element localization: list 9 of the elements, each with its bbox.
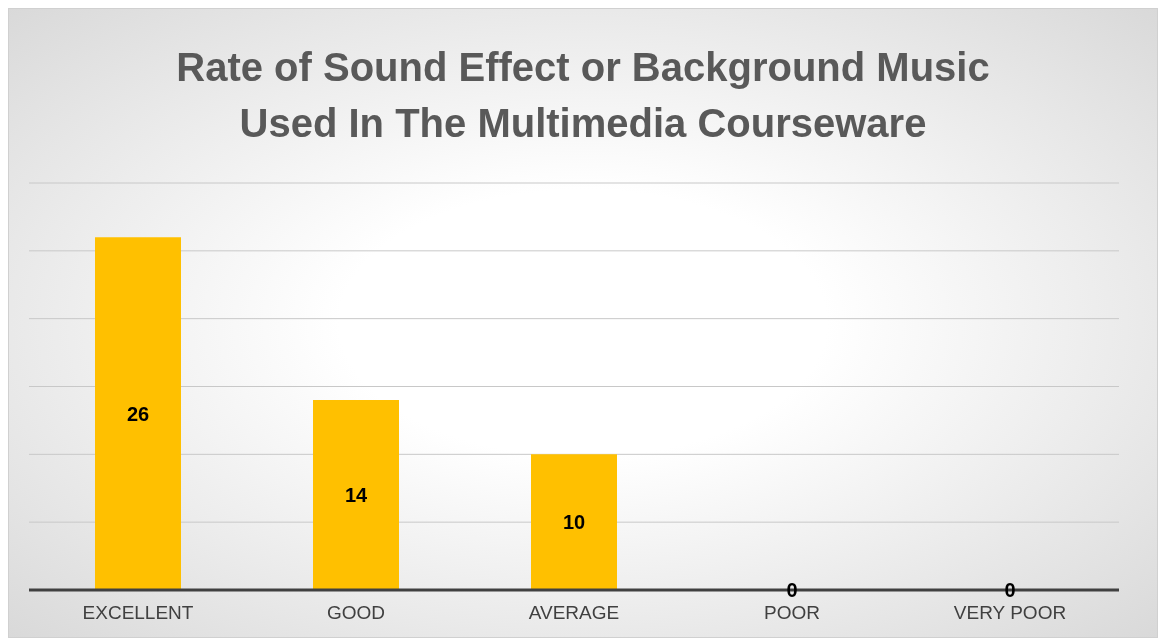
- data-label: 26: [126, 402, 150, 425]
- data-label: 14: [344, 484, 368, 507]
- x-tick-label: POOR: [764, 602, 820, 624]
- x-tick-label: AVERAGE: [528, 602, 620, 624]
- data-label: 10: [562, 511, 586, 534]
- chart-title: Rate of Sound Effect or Background Music Used In The Multimedia Courseware: [175, 44, 991, 147]
- x-tick-label: EXCELLENT: [82, 602, 194, 624]
- x-tick-label: VERY POOR: [953, 602, 1067, 624]
- x-tick-label: GOOD: [326, 602, 386, 624]
